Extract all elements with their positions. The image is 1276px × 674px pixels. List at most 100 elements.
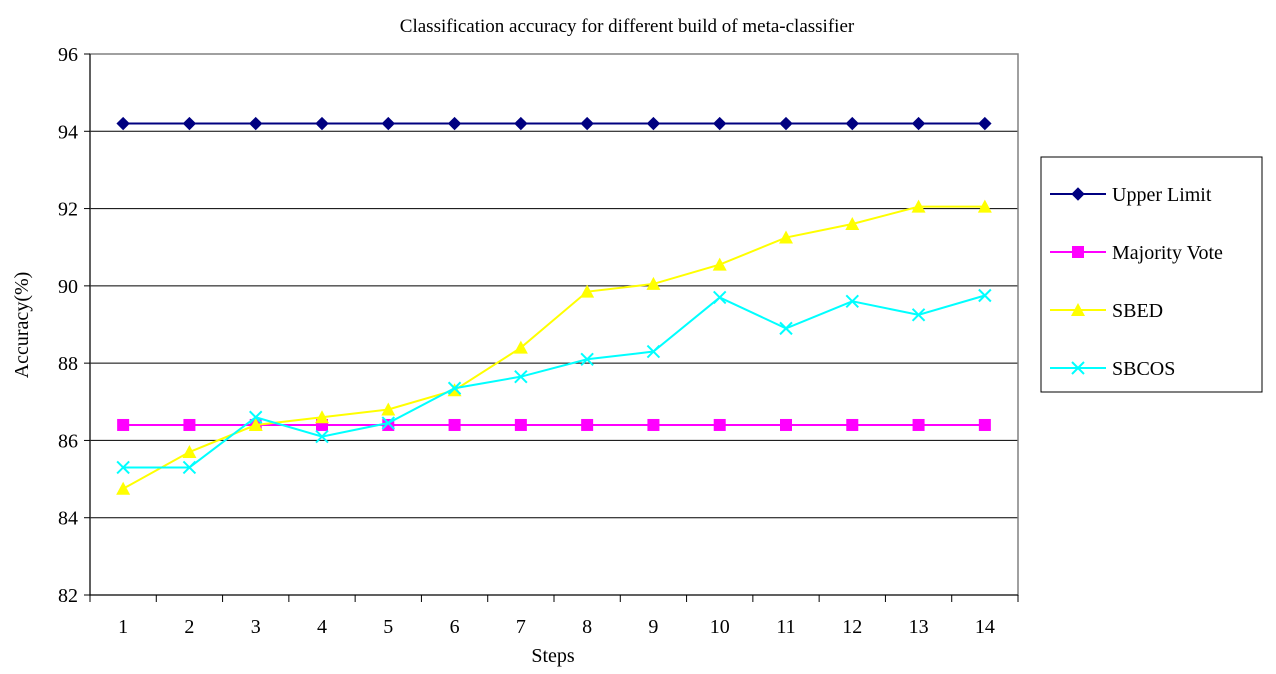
gridlines	[90, 130, 1018, 519]
triangle-marker	[1071, 303, 1085, 316]
triangle-marker	[248, 417, 263, 431]
diamond-marker	[646, 116, 661, 131]
chart-title: Classification accuracy for different bu…	[400, 16, 855, 37]
legend-item: SBED	[1050, 300, 1163, 322]
y-tick-label: 88	[58, 353, 78, 375]
y-tick-label: 86	[58, 430, 78, 452]
diamond-marker	[249, 116, 263, 131]
x-marker	[447, 381, 462, 395]
x-tick-label: 6	[450, 616, 460, 638]
legend-label: SBCOS	[1112, 358, 1175, 380]
diamond-marker	[315, 116, 329, 131]
square-marker	[846, 418, 859, 431]
legend-label: Upper Limit	[1112, 184, 1212, 206]
triangle-marker	[977, 199, 992, 213]
square-marker	[780, 418, 792, 431]
x-tick-label: 11	[776, 616, 795, 638]
x-marker	[779, 321, 793, 336]
legend: Upper Limit Majority Vote SBED SBCOS	[1040, 156, 1263, 393]
diamond-marker	[182, 116, 197, 131]
diamond-marker	[1071, 187, 1085, 201]
square-marker	[1072, 246, 1084, 258]
x-axis-label: Steps	[531, 645, 575, 667]
x-marker	[713, 290, 727, 305]
x-marker	[249, 410, 263, 424]
x-marker	[911, 308, 926, 322]
x-marker	[514, 369, 528, 384]
triangle-marker	[513, 340, 528, 354]
diamond-marker	[845, 116, 859, 131]
legend-item: Majority Vote	[1050, 242, 1223, 264]
diamond-marker	[779, 116, 793, 131]
x-tick-label: 10	[710, 616, 730, 638]
y-tick-label: 82	[58, 585, 78, 607]
square-marker	[514, 418, 527, 431]
square-marker	[117, 418, 130, 431]
legend-item: Upper Limit	[1050, 184, 1212, 206]
x-marker	[182, 460, 197, 475]
x-tick-label: 3	[251, 616, 261, 638]
triangle-marker	[381, 402, 396, 416]
square-marker	[713, 418, 726, 431]
triangle-marker	[315, 410, 329, 424]
series-0	[116, 116, 992, 131]
x-tick-label: 14	[975, 616, 995, 638]
x-marker	[580, 352, 594, 366]
square-marker	[183, 418, 196, 431]
legend-label: SBED	[1112, 300, 1163, 322]
triangle-marker	[779, 230, 793, 244]
x-tick-label: 7	[516, 616, 526, 638]
x-marker	[978, 288, 992, 303]
plot-area	[89, 53, 1019, 596]
y-tick-label: 92	[58, 199, 78, 221]
triangle-marker	[646, 276, 661, 290]
diamond-marker	[116, 116, 130, 131]
x-marker	[381, 416, 395, 430]
series-1	[117, 418, 991, 431]
triangle-marker	[911, 199, 926, 213]
series-group	[116, 116, 992, 495]
y-axis-label: Accuracy(%)	[11, 272, 33, 379]
triangle-marker	[845, 217, 860, 231]
x-tick-label: 1	[118, 616, 128, 638]
triangle-marker	[116, 481, 131, 495]
diamond-marker	[978, 116, 992, 131]
x-tick-label: 4	[317, 616, 327, 638]
square-marker	[978, 418, 991, 431]
x-tick-label: 12	[842, 616, 862, 638]
x-marker	[315, 429, 329, 444]
diamond-marker	[713, 116, 727, 131]
y-tick-label: 90	[58, 276, 78, 298]
y-tick-label: 94	[58, 121, 78, 143]
x-tick-label: 5	[383, 616, 393, 638]
series-2	[116, 199, 992, 495]
square-marker	[912, 418, 925, 431]
triangle-marker	[580, 284, 595, 298]
triangle-marker	[182, 445, 197, 459]
triangle-marker	[712, 257, 727, 271]
series-line	[123, 294, 986, 469]
x-marker	[1071, 361, 1085, 375]
series-3	[116, 288, 992, 475]
square-marker	[581, 418, 594, 431]
x-marker	[116, 460, 130, 475]
diamond-marker	[447, 116, 462, 131]
diamond-marker	[514, 116, 528, 131]
series-line	[122, 205, 985, 490]
x-marker	[646, 344, 661, 359]
y-tick-label: 84	[58, 508, 78, 530]
x-tick-label: 8	[582, 616, 592, 638]
square-marker	[448, 418, 461, 431]
diamond-marker	[381, 116, 395, 131]
square-marker	[647, 418, 660, 431]
y-tick-label: 96	[58, 44, 78, 66]
legend-label: Majority Vote	[1112, 242, 1223, 264]
x-tick-label: 9	[648, 616, 658, 638]
x-tick-label: 13	[909, 616, 929, 638]
x-marker	[845, 294, 859, 309]
x-tick-label: 2	[184, 616, 194, 638]
legend-item: SBCOS	[1050, 358, 1175, 380]
